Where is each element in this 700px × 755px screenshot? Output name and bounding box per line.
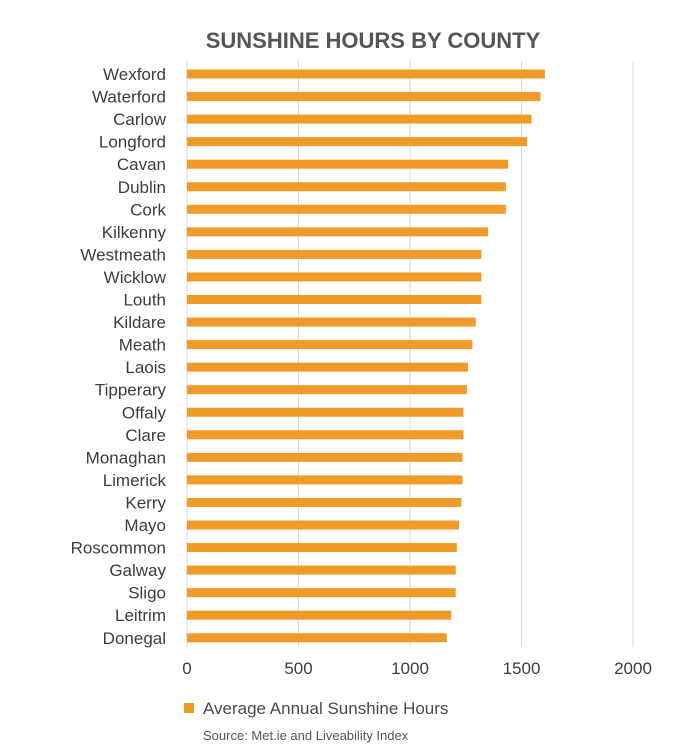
legend-swatch [184, 703, 194, 713]
bar-roscommon [187, 543, 457, 553]
category-label: Donegal [103, 629, 166, 648]
category-label: Clare [125, 426, 166, 445]
x-tick-label: 0 [182, 659, 191, 678]
bar-kildare [187, 317, 476, 327]
category-label: Galway [109, 561, 166, 580]
category-label: Westmeath [80, 245, 166, 264]
category-label: Wicklow [104, 268, 167, 287]
category-label: Dublin [118, 178, 166, 197]
grid-lines [186, 61, 634, 647]
x-axis-ticks: 0 500 1000 1500 2000 [182, 659, 652, 678]
legend-label: Average Annual Sunshine Hours [203, 699, 448, 718]
bar-tipperary [187, 385, 467, 395]
category-label: Cavan [117, 155, 166, 174]
chart-title: SUNSHINE HOURS BY COUNTY [206, 28, 541, 53]
bar-monaghan [187, 452, 463, 462]
bar-carlow [187, 114, 532, 124]
bar-offaly [187, 407, 464, 417]
x-tick-label: 1000 [391, 659, 429, 678]
category-label: Waterford [92, 88, 166, 107]
bar-kerry [187, 497, 462, 507]
bar-mayo [187, 520, 460, 530]
bar-cavan [187, 159, 509, 169]
bar-westmeath [187, 249, 482, 259]
bar-limerick [187, 475, 463, 485]
bar-wicklow [187, 272, 482, 282]
category-label: Limerick [103, 471, 167, 490]
category-label: Mayo [124, 516, 166, 535]
bar-donegal [187, 633, 447, 643]
category-label: Kildare [113, 313, 166, 332]
bar-laois [187, 362, 468, 372]
bar-longford [187, 137, 528, 147]
category-label: Meath [119, 336, 166, 355]
category-labels: Wexford Waterford Carlow Longford Cavan Dubli… [71, 65, 167, 648]
bar-kilkenny [187, 227, 489, 237]
legend: Average Annual Sunshine Hours [184, 699, 448, 718]
category-label: Carlow [113, 110, 167, 129]
category-label: Louth [123, 291, 166, 310]
x-tick-label: 1500 [503, 659, 541, 678]
x-tick-label: 500 [284, 659, 312, 678]
category-label: Monaghan [86, 448, 166, 467]
category-label: Kerry [125, 493, 166, 512]
bars [187, 69, 545, 643]
bar-meath [187, 340, 473, 350]
category-label: Cork [130, 200, 166, 219]
category-label: Sligo [128, 584, 166, 603]
category-label: Laois [125, 358, 166, 377]
category-label: Kilkenny [102, 223, 167, 242]
category-label: Leitrim [115, 606, 166, 625]
category-label: Roscommon [71, 539, 166, 558]
bar-dublin [187, 182, 506, 192]
category-label: Longford [99, 133, 166, 152]
bar-galway [187, 565, 456, 575]
category-label: Offaly [122, 403, 167, 422]
bar-louth [187, 295, 482, 304]
category-label: Tipperary [95, 381, 167, 400]
category-label: Wexford [103, 65, 166, 84]
bar-wexford [187, 69, 545, 79]
source-note: Source: Met.ie and Liveability Index [203, 728, 409, 743]
bar-clare [187, 430, 464, 440]
bar-sligo [187, 588, 456, 598]
bar-cork [187, 204, 506, 214]
x-tick-label: 2000 [614, 659, 652, 678]
bar-leitrim [187, 610, 452, 620]
bar-waterford [187, 92, 541, 102]
